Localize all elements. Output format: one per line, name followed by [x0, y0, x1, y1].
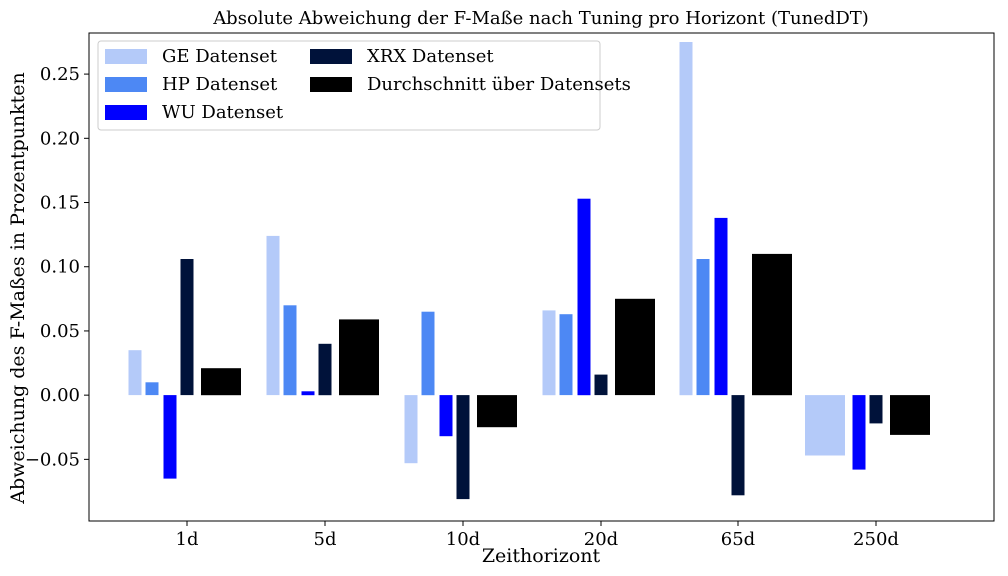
bar-xrx-20d — [594, 374, 608, 396]
y-tick-label: −0.05 — [25, 449, 80, 470]
y-tick-label: 0.10 — [40, 257, 80, 278]
bar-xrx-250d — [869, 395, 883, 424]
bar-wu-20d — [577, 198, 591, 396]
bar-xrx-5d — [318, 343, 332, 396]
x-tick-label-250d: 250d — [853, 529, 899, 550]
y-axis-label: Abweichung des F-Maßes in Prozentpunkten — [7, 72, 29, 505]
bar-durchschnitt-20d — [615, 298, 655, 396]
y-tick-label: 0.05 — [40, 321, 80, 342]
bar-wu-65d — [714, 217, 728, 396]
bar-ge-5d — [266, 235, 280, 396]
bar-durchschnitt-1d — [201, 368, 241, 396]
bar-wu-5d — [301, 391, 315, 396]
y-axis: −0.05 0.00 0.05 0.10 0.15 0.20 0.25 — [25, 64, 89, 470]
y-tick-label: 0.15 — [40, 193, 80, 214]
x-tick-label-65d: 65d — [721, 529, 755, 550]
bar-hp-5d — [283, 305, 297, 396]
bar-hp-10d — [421, 311, 435, 396]
x-axis-label: Zeithorizont — [482, 545, 601, 567]
bar-durchschnitt-5d — [339, 319, 379, 396]
bar-xrx-10d — [456, 395, 470, 500]
legend-label: XRX Datenset — [367, 46, 494, 67]
y-tick-label: 0.00 — [40, 385, 80, 406]
plot-area-frame — [88, 32, 995, 522]
bar-wu-10d — [439, 395, 453, 437]
bar-durchschnitt-10d — [477, 395, 517, 428]
legend-swatch — [310, 49, 352, 64]
x-tick-label-20d: 20d — [584, 529, 618, 550]
bar-hp-65d — [696, 259, 710, 396]
legend-label: HP Datenset — [162, 74, 278, 95]
legend-swatch — [310, 77, 352, 92]
legend-label: GE Datenset — [162, 46, 278, 67]
x-axis: 1d 5d 10d 20d 65d 250d — [176, 521, 899, 550]
legend-label: Durchschnitt über Datensets — [367, 74, 631, 95]
bar-ge-1d — [128, 350, 142, 396]
bar-ge-250d — [805, 395, 845, 456]
x-tick-label-5d: 5d — [314, 529, 337, 550]
bars — [128, 42, 930, 500]
bar-durchschnitt-250d — [890, 395, 930, 435]
bar-ge-65d — [679, 42, 693, 396]
x-tick-label-10d: 10d — [446, 529, 480, 550]
x-tick-label-1d: 1d — [176, 529, 199, 550]
y-tick-label: 0.25 — [40, 64, 80, 85]
bar-hp-20d — [559, 314, 573, 396]
legend: GE Datenset HP Datenset WU Datenset XRX Dat… — [97, 40, 631, 131]
y-tick-label: 0.20 — [40, 128, 80, 149]
bar-hp-1d — [145, 382, 159, 396]
bar-wu-250d — [852, 395, 866, 470]
bar-xrx-1d — [180, 259, 194, 396]
bar-ge-20d — [542, 310, 556, 396]
legend-swatch — [105, 105, 147, 120]
legend-swatch — [105, 77, 147, 92]
chart-title: Absolute Abweichung der F-Maße nach Tuni… — [212, 8, 869, 29]
legend-label: WU Datenset — [162, 102, 284, 123]
legend-swatch — [105, 49, 147, 64]
bar-xrx-65d — [731, 395, 745, 496]
bar-wu-1d — [163, 395, 177, 479]
bar-durchschnitt-65d — [752, 253, 792, 396]
bar-ge-10d — [404, 395, 418, 464]
